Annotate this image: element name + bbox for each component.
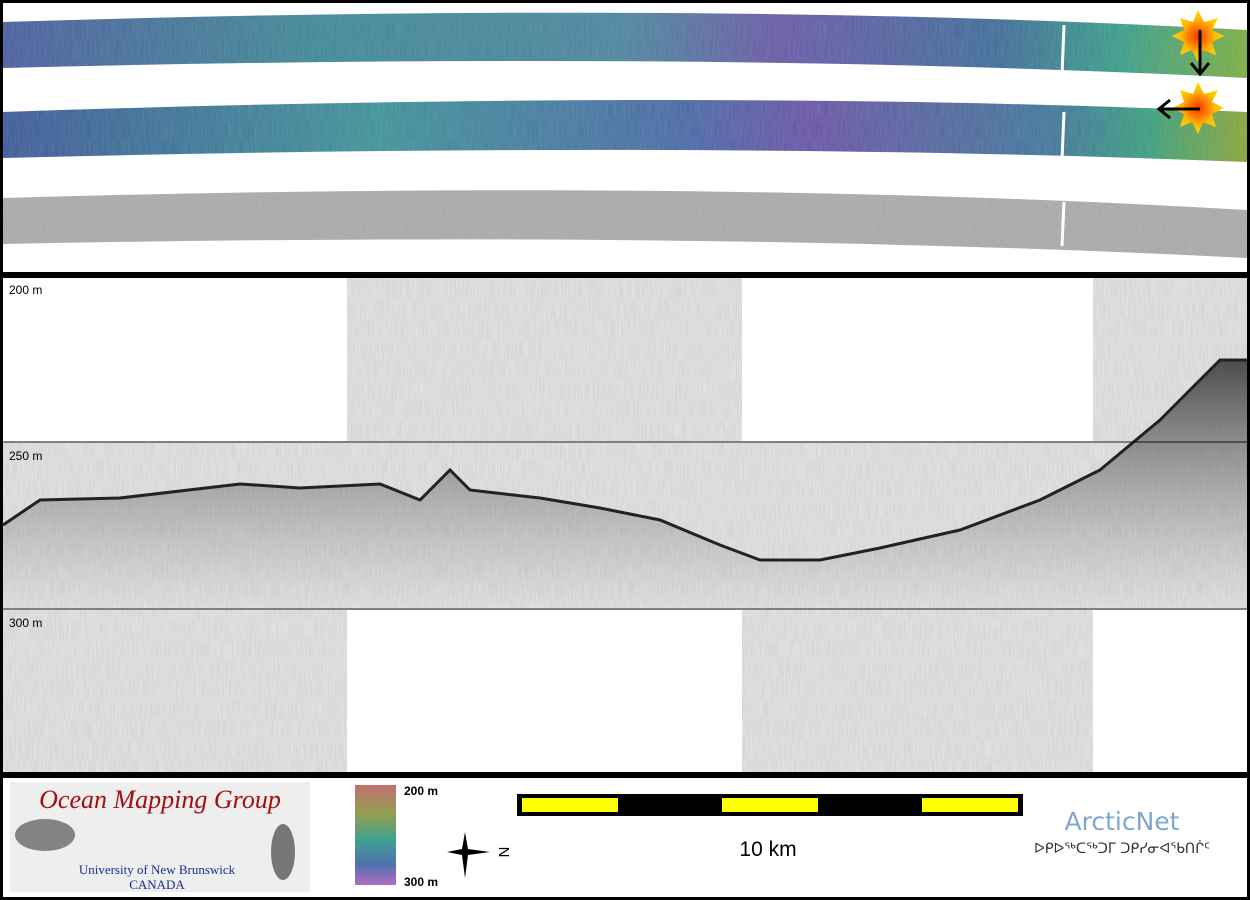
logo-graphic: [15, 819, 75, 851]
depth-label: 200 m: [9, 283, 42, 297]
compass: N: [447, 832, 512, 878]
scale-label: 10 km: [739, 838, 796, 861]
logo-institution: University of New Brunswick: [79, 862, 236, 877]
seabed-profile: [2, 358, 1247, 562]
scale-bar: [517, 794, 1023, 816]
depth-label: 300 m: [9, 616, 42, 630]
seabed-echo: [3, 360, 1247, 608]
depth-label: 250 m: [9, 449, 42, 463]
swath-texture: [3, 12, 1247, 79]
backscatter-texture: [3, 190, 1247, 258]
gap: [1060, 111, 1066, 161]
logo-country: CANADA: [129, 877, 185, 892]
gap: [1060, 24, 1066, 76]
sun-icon: [1172, 10, 1224, 77]
colorbar: [355, 785, 396, 885]
partner-name: ArcticNet: [1065, 807, 1180, 836]
swath-texture: [3, 100, 1247, 162]
logo-title: Ocean Mapping Group: [39, 785, 281, 814]
logo-graphic: [271, 824, 295, 880]
gap: [1060, 201, 1066, 247]
sun-icon: [1156, 82, 1224, 134]
partner-syllabics: ᐅᑭᐅᖅᑕᖅᑐᒥ ᑐᑭᓯᓂᐊᖃᑎᒌᑦ: [1034, 840, 1210, 857]
colorbar-label: 200 m: [404, 784, 438, 798]
colorbar-label: 300 m: [404, 875, 438, 889]
compass-label: N: [495, 847, 512, 858]
